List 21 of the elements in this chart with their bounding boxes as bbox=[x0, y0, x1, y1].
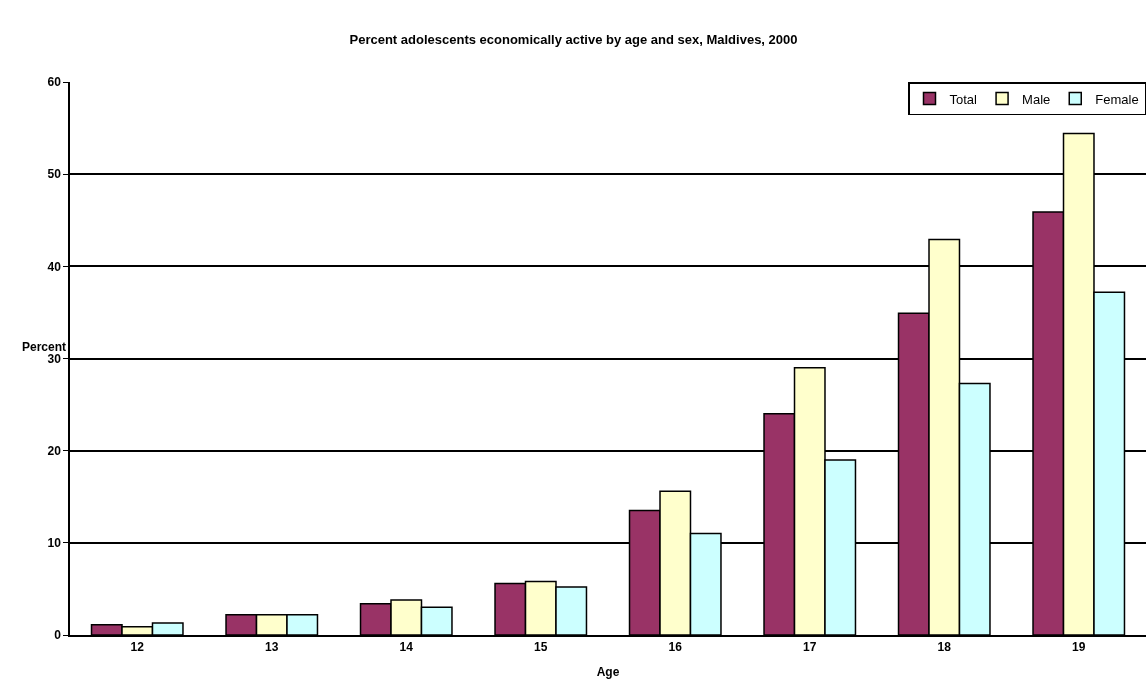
x-tick-label: 17 bbox=[803, 640, 817, 655]
legend-label: Female bbox=[1095, 91, 1139, 107]
legend-label: Male bbox=[1022, 91, 1051, 107]
y-tick-label: 60 bbox=[47, 75, 62, 90]
y-axis-title: Percent bbox=[22, 340, 67, 354]
y-tick-label: 10 bbox=[47, 536, 62, 551]
x-tick-label: 12 bbox=[130, 640, 145, 655]
x-axis-title: Age bbox=[596, 664, 620, 679]
x-tick-label: 19 bbox=[1072, 640, 1086, 655]
legend-label: Total bbox=[949, 91, 978, 107]
x-tick-label: 18 bbox=[937, 640, 952, 655]
x-tick-label: 16 bbox=[668, 640, 683, 655]
x-tick-label: 13 bbox=[265, 640, 279, 655]
x-tick-label: 15 bbox=[534, 640, 548, 655]
y-tick-label: 50 bbox=[47, 167, 62, 182]
chart-title: Percent adolescents economically active by age and sex, Maldives, 2000 bbox=[349, 31, 798, 47]
y-tick-label: 20 bbox=[47, 443, 62, 458]
y-tick-label: 30 bbox=[47, 351, 62, 366]
x-tick-label: 14 bbox=[399, 640, 414, 655]
y-tick-label: 0 bbox=[54, 628, 62, 643]
y-tick-label: 40 bbox=[47, 259, 62, 274]
